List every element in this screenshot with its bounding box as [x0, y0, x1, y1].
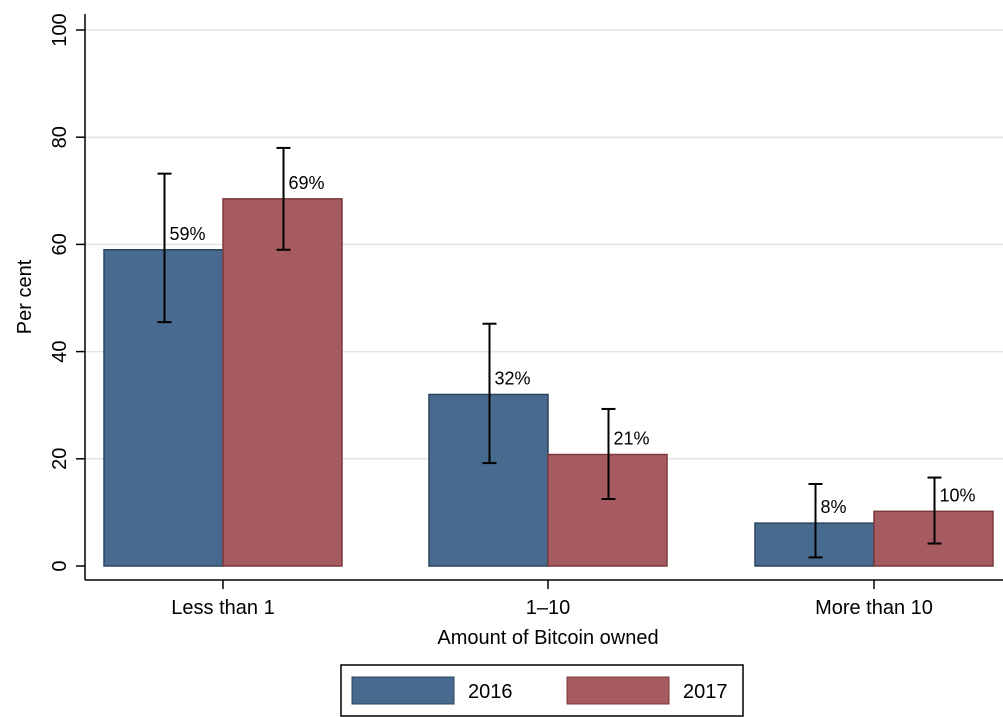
axes: 0 20 40 60 80 100 Less than 1 1–10 More than 10 [49, 13, 1003, 619]
bar-2017-1 [222, 198, 343, 567]
y-axis-title: Per cent [14, 259, 36, 334]
y-tick-label: 100 [49, 13, 71, 46]
y-tick-label: 60 [49, 233, 71, 255]
y-tick-label: 0 [49, 560, 71, 571]
x-axis-title: Amount of Bitcoin owned [437, 627, 658, 649]
legend-label-2017: 2017 [683, 681, 728, 703]
data-label-2017-3: 10% [940, 485, 976, 505]
y-tick-label: 80 [49, 126, 71, 148]
error-bars [157, 146, 942, 559]
data-label-2016-2: 32% [495, 368, 531, 388]
data-labels: 59% 32% 8% 69% 21% 10% [170, 173, 976, 517]
bar-2016-2 [428, 393, 549, 567]
data-label-2017-2: 21% [614, 429, 650, 449]
bars [103, 198, 994, 567]
legend-swatch-2016 [351, 676, 455, 705]
y-tick-label: 40 [49, 340, 71, 362]
data-label-2016-3: 8% [821, 497, 847, 517]
data-label-2017-1: 69% [289, 173, 325, 193]
y-tick-label: 20 [49, 448, 71, 470]
x-tick-label: 1–10 [526, 597, 571, 619]
legend-label-2016: 2016 [468, 681, 513, 703]
x-tick-label: More than 10 [815, 597, 933, 619]
data-label-2016-1: 59% [170, 224, 206, 244]
legend: 2016 2017 [340, 664, 744, 717]
legend-swatch-2017 [566, 676, 670, 705]
x-tick-label: Less than 1 [171, 597, 274, 619]
